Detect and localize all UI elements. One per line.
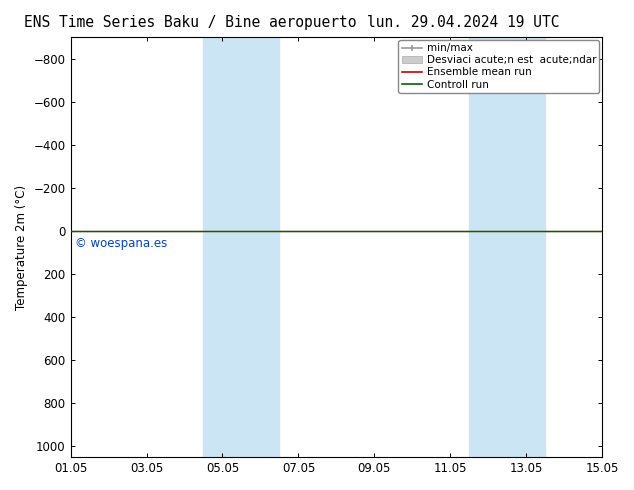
Y-axis label: Temperature 2m (°C): Temperature 2m (°C)	[15, 185, 28, 310]
Text: lun. 29.04.2024 19 UTC: lun. 29.04.2024 19 UTC	[366, 15, 559, 30]
Bar	[469, 37, 545, 457]
Bar	[204, 37, 280, 457]
Text: ENS Time Series Baku / Bine aeropuerto: ENS Time Series Baku / Bine aeropuerto	[24, 15, 356, 30]
Legend: min/max, Desviaci acute;n est  acute;ndar, Ensemble mean run, Controll run: min/max, Desviaci acute;n est acute;ndar…	[398, 40, 599, 93]
Text: © woespana.es: © woespana.es	[75, 237, 167, 250]
